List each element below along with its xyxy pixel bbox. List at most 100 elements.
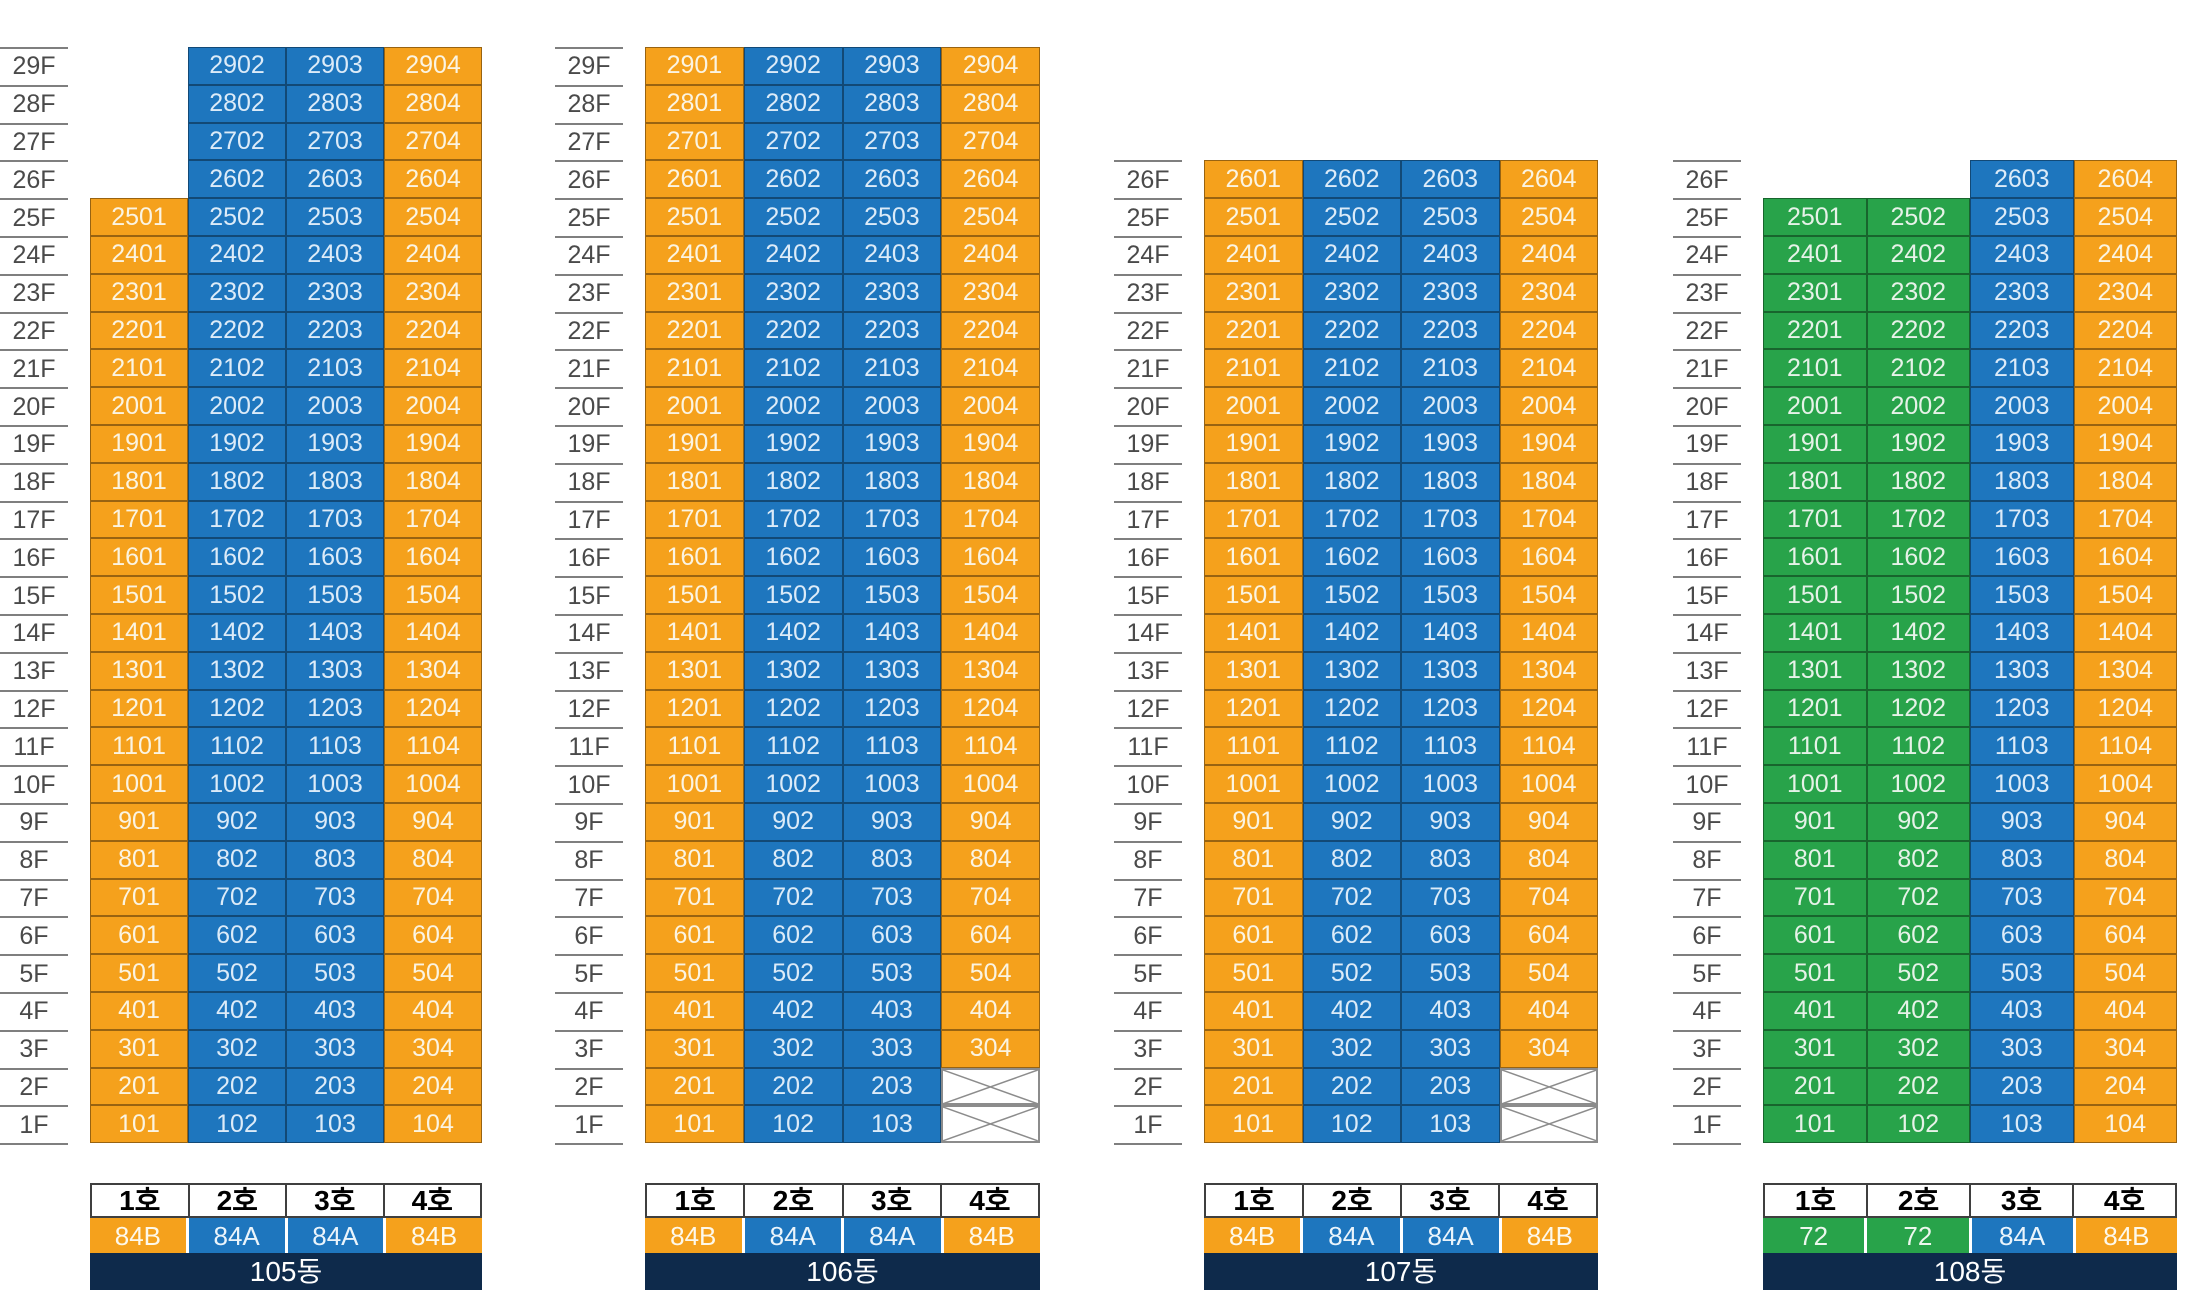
unit-cell[interactable]: 2401: [1204, 235, 1303, 274]
unit-cell[interactable]: 1201: [1763, 689, 1867, 728]
unit-cell[interactable]: 401: [1763, 991, 1867, 1030]
unit-cell[interactable]: 1803: [286, 462, 384, 501]
unit-cell[interactable]: 1402: [188, 613, 286, 652]
unit-cell[interactable]: 1602: [188, 538, 286, 577]
unit-cell[interactable]: 903: [1970, 802, 2074, 841]
unit-cell[interactable]: 502: [743, 954, 843, 992]
unit-cell[interactable]: 1901: [1763, 424, 1867, 463]
unit-cell[interactable]: 603: [1401, 916, 1500, 955]
unit-cell[interactable]: 2503: [286, 198, 384, 236]
unit-cell[interactable]: 2201: [1763, 311, 1867, 350]
unit-cell[interactable]: 2703: [286, 122, 384, 161]
unit-cell[interactable]: 2603: [1401, 160, 1500, 199]
unit-cell[interactable]: 1101: [1763, 727, 1867, 766]
unit-cell[interactable]: 303: [1401, 1029, 1500, 1068]
unit-cell[interactable]: 2402: [188, 235, 286, 274]
unit-cell[interactable]: 2701: [645, 122, 744, 161]
unit-cell[interactable]: 601: [1763, 916, 1867, 955]
unit-cell[interactable]: 304: [1499, 1029, 1598, 1068]
unit-cell[interactable]: 1701: [645, 500, 744, 539]
unit-cell[interactable]: 1301: [90, 651, 188, 690]
unit-cell[interactable]: 404: [384, 991, 482, 1030]
unit-cell[interactable]: 2202: [1302, 311, 1401, 350]
unit-cell[interactable]: 102: [743, 1105, 843, 1144]
unit-cell[interactable]: 1803: [1401, 462, 1500, 501]
unit-cell[interactable]: 2603: [842, 160, 942, 199]
unit-cell[interactable]: 2401: [645, 235, 744, 274]
unit-cell[interactable]: 1502: [188, 576, 286, 614]
unit-cell[interactable]: 1904: [384, 424, 482, 463]
unit-cell[interactable]: 1502: [743, 576, 843, 614]
unit-cell[interactable]: 2702: [188, 122, 286, 161]
unit-cell[interactable]: 904: [1499, 802, 1598, 841]
unit-cell[interactable]: 803: [1970, 840, 2074, 879]
unit-cell[interactable]: 401: [90, 991, 188, 1030]
unit-cell[interactable]: 2302: [743, 273, 843, 312]
unit-cell[interactable]: 2003: [286, 387, 384, 425]
unit-cell[interactable]: 1601: [645, 538, 744, 577]
unit-cell[interactable]: 2604: [1499, 160, 1598, 199]
unit-cell[interactable]: 1801: [645, 462, 744, 501]
unit-cell[interactable]: 2504: [384, 198, 482, 236]
unit-cell[interactable]: 2001: [1204, 387, 1303, 425]
unit-cell[interactable]: 2103: [1970, 349, 2074, 388]
unit-cell[interactable]: 604: [2073, 916, 2177, 955]
unit-cell[interactable]: 504: [1499, 954, 1598, 992]
unit-cell[interactable]: 304: [2073, 1029, 2177, 1068]
unit-cell[interactable]: 1503: [286, 576, 384, 614]
unit-cell[interactable]: 1401: [1204, 613, 1303, 652]
unit-cell[interactable]: 1204: [384, 689, 482, 728]
unit-cell[interactable]: 2501: [90, 198, 188, 236]
unit-cell[interactable]: 103: [1401, 1105, 1500, 1144]
unit-cell[interactable]: 601: [90, 916, 188, 955]
unit-cell[interactable]: 503: [1401, 954, 1500, 992]
unit-cell[interactable]: 403: [842, 991, 942, 1030]
unit-cell[interactable]: 2103: [1401, 349, 1500, 388]
unit-cell[interactable]: 103: [842, 1105, 942, 1144]
unit-cell[interactable]: 804: [1499, 840, 1598, 879]
unit-cell[interactable]: 201: [1204, 1067, 1303, 1106]
unit-cell[interactable]: 803: [1401, 840, 1500, 879]
unit-cell[interactable]: 1704: [384, 500, 482, 539]
unit-cell[interactable]: 1002: [743, 765, 843, 803]
unit-cell[interactable]: 1701: [90, 500, 188, 539]
unit-cell[interactable]: 501: [1204, 954, 1303, 992]
unit-cell[interactable]: 902: [1866, 802, 1970, 841]
unit-cell[interactable]: 2901: [645, 47, 744, 85]
unit-cell[interactable]: 2101: [645, 349, 744, 388]
unit-cell[interactable]: 2502: [1302, 198, 1401, 236]
unit-cell[interactable]: 501: [90, 954, 188, 992]
unit-cell[interactable]: 102: [188, 1105, 286, 1144]
unit-cell[interactable]: 1101: [90, 727, 188, 766]
unit-cell[interactable]: 2404: [384, 235, 482, 274]
unit-cell[interactable]: 1204: [941, 689, 1040, 728]
unit-cell[interactable]: 902: [188, 802, 286, 841]
unit-cell[interactable]: 502: [188, 954, 286, 992]
unit-cell[interactable]: 2402: [743, 235, 843, 274]
unit-cell[interactable]: 2601: [645, 160, 744, 199]
unit-cell[interactable]: 2504: [941, 198, 1040, 236]
unit-cell[interactable]: 203: [1970, 1067, 2074, 1106]
unit-cell[interactable]: 704: [941, 878, 1040, 917]
unit-cell[interactable]: 2004: [384, 387, 482, 425]
unit-cell[interactable]: 403: [286, 991, 384, 1030]
unit-cell[interactable]: 2501: [1204, 198, 1303, 236]
unit-cell[interactable]: 2201: [1204, 311, 1303, 350]
unit-cell[interactable]: 1801: [90, 462, 188, 501]
unit-cell[interactable]: 2503: [842, 198, 942, 236]
unit-cell[interactable]: 1504: [2073, 576, 2177, 614]
unit-cell[interactable]: 1104: [384, 727, 482, 766]
unit-cell[interactable]: 2101: [90, 349, 188, 388]
unit-cell[interactable]: 2302: [188, 273, 286, 312]
unit-cell[interactable]: 401: [645, 991, 744, 1030]
unit-cell[interactable]: 1501: [1763, 576, 1867, 614]
unit-cell[interactable]: 1302: [1302, 651, 1401, 690]
unit-cell[interactable]: 404: [1499, 991, 1598, 1030]
unit-cell[interactable]: 2102: [188, 349, 286, 388]
unit-cell[interactable]: 403: [1401, 991, 1500, 1030]
unit-cell[interactable]: 303: [1970, 1029, 2074, 1068]
unit-cell[interactable]: 503: [286, 954, 384, 992]
unit-cell[interactable]: 2404: [1499, 235, 1598, 274]
unit-cell[interactable]: 2702: [743, 122, 843, 161]
unit-cell[interactable]: 2501: [645, 198, 744, 236]
